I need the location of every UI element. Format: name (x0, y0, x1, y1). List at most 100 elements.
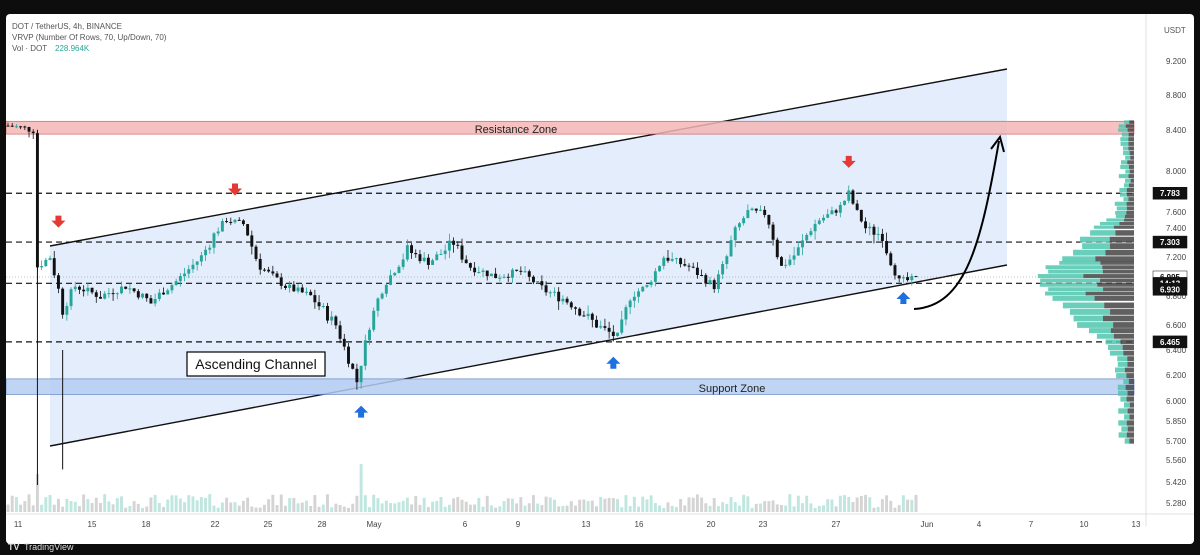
time-tick-label: 16 (635, 520, 644, 529)
candle-body (595, 319, 598, 328)
volume-bar (258, 507, 262, 512)
time-axis[interactable]: 11 15 18 22 25 28 May 6 9 13 16 20 23 27 Jun 4 7 10 13 (14, 520, 1141, 529)
candle-body (847, 190, 851, 201)
candle-body (687, 265, 691, 267)
candle (569, 300, 573, 310)
candle-body (536, 281, 540, 283)
candle (876, 226, 880, 241)
candle (149, 295, 153, 304)
candle-body (645, 284, 649, 287)
price-axis[interactable]: 9.200 8.800 8.400 8.000 7.600 7.400 7.200 6.800… (1166, 57, 1187, 508)
candle (14, 124, 18, 129)
price-tick-label: 8.000 (1166, 167, 1187, 176)
candle-body (822, 217, 825, 221)
volume-bar (582, 499, 586, 512)
volume-bar (195, 500, 199, 512)
volume-bar (380, 503, 384, 512)
projection-curve (913, 140, 1000, 310)
volume-bar (477, 497, 481, 512)
profile-bar-down (1128, 132, 1134, 137)
profile-bar-down (1128, 164, 1134, 169)
volume-profile (1037, 120, 1134, 444)
candle-body (199, 255, 203, 262)
resistance-zone (6, 120, 1135, 135)
profile-bar-up (1107, 345, 1123, 350)
candle-body (330, 316, 334, 321)
candle (380, 292, 384, 300)
volume-bar (872, 507, 876, 512)
candle (729, 235, 733, 258)
profile-bar-up (1116, 206, 1127, 211)
volume-bar (183, 502, 187, 512)
chart-svg[interactable]: Resistance Zone Support Zone Ascending C… (6, 14, 1194, 544)
volume-bar (670, 505, 674, 512)
candle-body (506, 276, 510, 278)
candle-body (439, 254, 443, 256)
volume-bar (733, 502, 737, 512)
candle (208, 244, 212, 254)
volume-bar (834, 506, 838, 512)
candle (565, 296, 569, 305)
candle (447, 233, 451, 259)
profile-bar-down (1083, 274, 1134, 278)
candle-body (515, 269, 519, 271)
profile-bar-up (1118, 432, 1127, 438)
candle-body (31, 131, 35, 134)
volume-bar (103, 494, 107, 512)
candle (23, 125, 27, 130)
volume-bar (809, 503, 813, 512)
time-tick-label: 13 (1132, 520, 1141, 529)
price-tag-box (1152, 235, 1188, 249)
candle (368, 327, 371, 345)
candle (792, 246, 796, 265)
candle-body (758, 209, 762, 211)
candle (103, 291, 107, 300)
profile-bar-down (1110, 309, 1134, 315)
candle (426, 254, 430, 270)
candle-body (830, 210, 834, 215)
candle (691, 262, 695, 269)
time-tick-label: 15 (88, 520, 97, 529)
profile-bar-up (1121, 426, 1128, 432)
candle (372, 307, 376, 333)
profile-bar-up (1117, 361, 1128, 367)
candle-body (279, 277, 283, 286)
profile-bar-up (1082, 243, 1110, 250)
candle (439, 249, 443, 256)
candle-body (99, 296, 102, 299)
candle (817, 217, 821, 226)
candle-body (157, 292, 161, 299)
volume-bar (330, 507, 334, 512)
candle (716, 270, 720, 294)
candle-body (208, 247, 212, 250)
volume-bar (82, 494, 86, 512)
volume-bar (338, 504, 342, 512)
volume-bar (557, 506, 561, 512)
profile-bar-up (1125, 155, 1131, 160)
candle (784, 259, 788, 269)
candle-body (750, 208, 754, 211)
candle (309, 289, 313, 296)
volume-bar (178, 498, 182, 512)
price-tick-label: 6.400 (1166, 346, 1187, 355)
profile-bar-down (1126, 432, 1134, 438)
candle-body (275, 273, 279, 278)
volume-bar (716, 506, 720, 512)
profile-bar-down (1104, 302, 1134, 309)
volume-bar (603, 498, 607, 512)
candle (510, 267, 514, 283)
candle-body (527, 271, 531, 277)
profile-bar-down (1129, 120, 1134, 124)
volume-bar (363, 495, 367, 512)
candle-body (910, 276, 914, 281)
candle-body (229, 222, 233, 224)
time-tick-label: 18 (142, 520, 151, 529)
volume-bar (775, 504, 779, 512)
profile-bar-up (1109, 350, 1124, 356)
volume-bar (658, 505, 662, 512)
volume-bar (788, 494, 792, 512)
candle (220, 218, 224, 232)
profile-bar-down (1127, 160, 1134, 165)
candle-body (250, 235, 254, 247)
time-tick-label: 27 (832, 520, 841, 529)
